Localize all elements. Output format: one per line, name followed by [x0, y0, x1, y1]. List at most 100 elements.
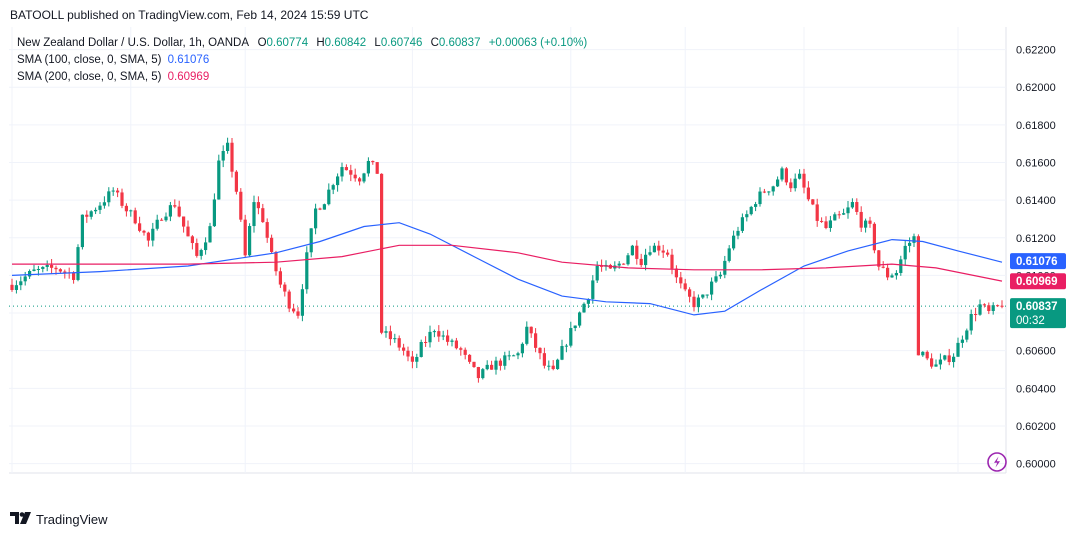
candle-body [481, 369, 485, 379]
candle [859, 206, 863, 232]
countdown-text: 00:32 [1016, 315, 1045, 327]
candle [239, 188, 243, 222]
candle-body [168, 205, 172, 217]
candle [806, 181, 810, 202]
price-chart[interactable]: 0.62200 0.62000 0.61800 0.61600 0.61400 0.612… [9, 27, 1075, 494]
candle-body [446, 335, 450, 342]
candle [142, 229, 146, 236]
candle-body [938, 359, 942, 365]
candle [732, 230, 736, 251]
candle [551, 360, 555, 371]
candle-body [762, 191, 766, 193]
candle [494, 356, 498, 375]
candle [85, 210, 89, 223]
candle [872, 222, 876, 254]
candle-body [965, 330, 969, 340]
candle [771, 185, 775, 196]
candle-body [204, 242, 208, 251]
candle-body [344, 167, 348, 171]
candle-body [745, 214, 749, 218]
candle-body [160, 219, 164, 221]
candle-body [560, 346, 564, 360]
candle-body [494, 360, 498, 370]
candle-body [23, 276, 27, 282]
candle [406, 346, 410, 362]
candle [582, 302, 586, 313]
candle-body [32, 269, 36, 271]
candle-body [234, 171, 238, 192]
candle [366, 157, 370, 177]
candle-body [36, 268, 40, 270]
candle-body [956, 342, 960, 357]
candle-body [903, 245, 907, 260]
symbol-row: New Zealand Dollar / U.S. Dollar, 1h, OA… [17, 35, 587, 52]
candle [569, 321, 573, 348]
symbol-title[interactable]: New Zealand Dollar / U.S. Dollar, 1h, OA… [17, 37, 249, 49]
candle-body [710, 281, 714, 295]
candle-body [441, 335, 445, 337]
tradingview-brand-label: TradingView [36, 512, 108, 527]
candle-body [921, 351, 925, 356]
candle-body [265, 222, 269, 238]
candle [745, 210, 749, 222]
alert-icon[interactable] [987, 452, 1007, 472]
candle-body [538, 347, 542, 354]
candle [300, 284, 304, 322]
candle [529, 326, 533, 338]
candle-body [644, 254, 648, 266]
candle [661, 244, 665, 258]
candle-body [300, 289, 304, 316]
y-tick-label: 0.60200 [1016, 421, 1056, 433]
candle [701, 294, 705, 300]
y-tick-label: 0.61200 [1016, 233, 1056, 245]
change-value: +0.00063 (+0.10%) [488, 37, 588, 49]
candle-body [472, 361, 476, 368]
candle-body [296, 311, 300, 316]
candle-body [111, 190, 115, 192]
candle-body [652, 245, 656, 253]
candle-body [996, 305, 1000, 307]
candle-body [591, 280, 595, 299]
candle-body [894, 272, 898, 276]
candle [512, 354, 516, 357]
sma200-badge: 0.60969 [1010, 273, 1066, 290]
candle-body [124, 205, 128, 212]
candle-body [657, 245, 661, 251]
tradingview-brand[interactable]: TradingView [10, 512, 108, 527]
candle-body [142, 230, 146, 233]
candle-body [424, 341, 428, 343]
candle [472, 361, 476, 368]
sma200-label: SMA (200, close, 0, SMA, 5) [17, 71, 162, 83]
candle-body [454, 340, 458, 349]
candle [160, 218, 164, 221]
candle-body [116, 190, 120, 193]
candle-body [723, 260, 727, 275]
candle-body [758, 191, 762, 205]
candle-body [45, 265, 49, 267]
candle [463, 347, 467, 360]
candle-body [221, 151, 225, 161]
candle-body [674, 268, 678, 278]
candle-body [639, 258, 643, 266]
candle [784, 167, 788, 186]
candle [358, 176, 362, 186]
candle-body [485, 364, 489, 370]
candle [987, 302, 991, 315]
candle [490, 360, 494, 370]
candle-body [1000, 305, 1004, 307]
candle-body [670, 254, 674, 269]
candle-body [256, 202, 260, 209]
candle-body [437, 331, 441, 337]
candle [261, 203, 265, 223]
chart-canvas[interactable]: 0.62200 0.62000 0.61800 0.61600 0.61400 0.612… [9, 27, 1075, 494]
candle-body [520, 343, 524, 354]
sma200-row[interactable]: SMA (200, close, 0, SMA, 5) 0.60969 [17, 69, 587, 86]
candle-body [578, 312, 582, 326]
candle-body [784, 168, 788, 183]
sma100-row[interactable]: SMA (100, close, 0, SMA, 5) 0.61076 [17, 52, 587, 69]
candle-body [877, 250, 881, 267]
candle [868, 216, 872, 228]
candle-body [226, 142, 230, 152]
open-value: 0.60774 [266, 37, 309, 49]
candle-body [705, 294, 709, 296]
